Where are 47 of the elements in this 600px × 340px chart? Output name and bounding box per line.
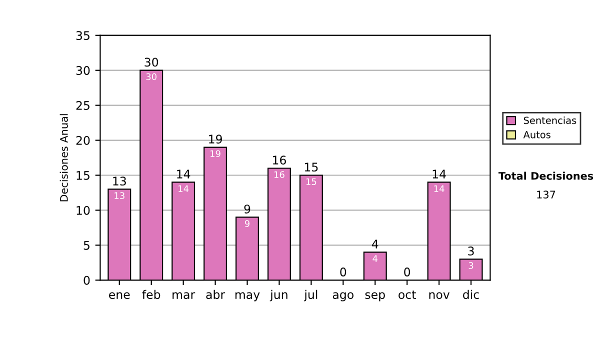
data-label: 16 [274, 171, 284, 178]
x-tick-label: mar [172, 292, 196, 300]
text: 137 [537, 190, 556, 199]
total-label: 0 [340, 268, 346, 276]
y-axis-title: Decisiones Anual [60, 114, 68, 202]
text: Total Decisiones [498, 172, 594, 180]
data-label: 14 [434, 185, 444, 192]
y-tick-label: 10 [76, 206, 90, 215]
total-label: 4 [372, 240, 378, 248]
y-tick-label: 30 [76, 66, 90, 75]
y-tick-label: 5 [84, 241, 90, 250]
total-label: 13 [113, 176, 126, 186]
y-tick-label: 0 [84, 276, 90, 285]
total-label: 16 [273, 156, 286, 165]
total-label: 15 [304, 162, 318, 172]
legend-label: Sentencias [524, 116, 576, 124]
x-tick-label: jun [270, 290, 288, 302]
total-label: 19 [209, 134, 222, 144]
total-label: 14 [432, 170, 446, 178]
x-tick-label: may [235, 292, 260, 302]
data-label: 15 [306, 178, 316, 186]
total-label: 14 [177, 170, 190, 178]
total-label: 0 [404, 268, 410, 276]
data-label: 9 [244, 220, 250, 227]
x-tick-label: feb [142, 290, 160, 300]
total-label: 30 [144, 58, 158, 67]
total-label: 3 [468, 246, 474, 256]
data-label: 19 [210, 150, 220, 158]
x-tick-label: ago [332, 292, 354, 302]
y-tick-label: 25 [76, 101, 90, 110]
x-tick-label: sep [365, 292, 385, 302]
y-tick-label: 20 [76, 136, 90, 145]
x-tick-label: oct [398, 290, 416, 300]
x-tick-label: jul [304, 290, 318, 302]
x-tick-label: dic [463, 290, 479, 300]
y-tick-label: 35 [76, 31, 90, 40]
y-tick-label: 15 [76, 171, 90, 180]
data-label: 3 [468, 262, 474, 269]
data-label: 30 [146, 73, 156, 80]
x-tick-label: abr [206, 290, 226, 300]
data-label: 13 [114, 192, 124, 200]
data-label: 14 [178, 185, 189, 192]
legend-label: Autos [523, 131, 550, 138]
total-label: 9 [244, 204, 250, 214]
x-tick-label: ene [109, 292, 130, 300]
x-tick-label: nov [429, 292, 450, 300]
data-label: 4 [372, 255, 378, 262]
